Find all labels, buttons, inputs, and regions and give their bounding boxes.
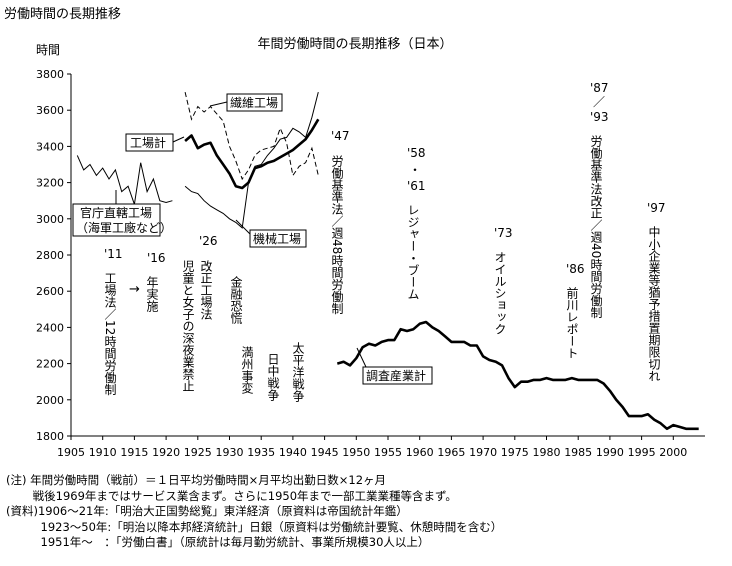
y-tick-label: 3200 [36,177,64,190]
note-line-4: 1923〜50年:「明治以降本邦経済統計」日銀（原資料は労働統計要覧、休憩時間を… [6,519,503,534]
y-tick-label: 2600 [36,285,64,298]
notes: (注) 年間労働時間（戦前）＝１日平均労働時間×月平均出勤日数×12ヶ月 戦後1… [6,473,502,551]
label-kojo: 工場計 [125,133,174,152]
y-tick-label: 3000 [36,213,64,226]
annotation-1997: 中小企業等猶予措置期限切れ [647,225,661,382]
y-tick-label: 3600 [36,104,64,117]
y-tick-label: 1800 [36,430,64,443]
label-seni: 繊維工場 [226,93,283,112]
x-tick-label: 1930 [216,446,244,459]
x-tick-label: 1960 [406,446,434,459]
annotation-1993-year: '93 [590,110,609,124]
annotation-1993: 労働基準法改正／週40時間労働制 [589,135,603,319]
annotation-1973: オイルショック [493,251,507,335]
annotation-1973-year: '73 [494,226,513,240]
x-tick-label: 1905 [57,446,85,459]
label-seni-text: 繊維工場 [230,96,278,110]
x-tick-label: 1985 [564,446,592,459]
annotation-1916: 年実施 [145,276,159,312]
series-line-0 [76,155,173,205]
annotation-1911-year: '11 [104,247,123,261]
label-kikai-text: 機械工場 [253,231,301,246]
label-kojo-text: 工場計 [130,135,166,150]
x-tick-label: 1945 [311,446,339,459]
x-tick-label: 1965 [437,446,465,459]
x-tick-label: 1975 [501,446,529,459]
y-tick-label: 2200 [36,358,64,371]
y-tick-label: 2000 [36,394,64,407]
annotation-1961: レジャー・ブーム [406,204,420,300]
annotation-1958-dot: ・ [409,163,421,177]
annotation-1986-year: '86 [566,262,585,276]
annotation-sino-japanese-war: 日中戦争 [266,353,280,401]
x-tick-label: 1915 [120,446,148,459]
note-line-5: 1951年〜 ：「労働白書」（原統計は毎月勤労統計、事業所規模30人以上） [6,535,430,549]
annotation-1997-year: '97 [647,201,666,215]
annotation-1961-year: '61 [407,179,426,193]
annotation-1911: 工場法／12時間労働制 [103,272,117,395]
label-kancho: 官庁直轄工場 （海軍工廠など） [72,203,172,237]
x-tick-label: 1970 [469,446,497,459]
x-tick-label: 1935 [247,446,275,459]
y-tick-label: 3400 [36,140,64,153]
leader-seni [209,101,228,107]
y-tick-label: 2800 [36,249,64,262]
x-tick-label: 1955 [374,446,402,459]
x-tick-label: 1925 [184,446,212,459]
chart-title: 年間労働時間の長期推移（日本） [257,37,452,52]
annotation-1987-year: '87 [590,81,609,95]
annotation-1916-year: '16 [147,251,166,265]
annotation-1947: 労働基準法／週48時間労働制 [330,155,344,315]
y-tick-label: 2400 [36,321,64,334]
x-tick-label: 1920 [152,446,180,459]
series-line-3 [184,91,319,229]
annotation-1958-year: '58 [407,146,426,160]
leader-kikai [235,219,251,235]
annotation-child-women: 児童と女子の深夜業禁止 [181,260,195,392]
label-kancho-line2: （海軍工廠など） [76,220,172,235]
x-tick-label: 1990 [596,446,624,459]
label-kancho-line1: 官庁直轄工場 [80,205,152,220]
x-tick-label: 1950 [342,446,370,459]
annotation-1986: 前川レポート [565,286,579,359]
leader-chosa [356,347,367,368]
leader-kojo [172,136,185,143]
x-tick-label: 1940 [279,446,307,459]
x-tick-label: 1910 [89,446,117,459]
x-tick-label: 1995 [628,446,656,459]
annotation-1987-slash: ／ [593,95,605,109]
annotation-financial-crisis: 金融恐慌 [229,275,243,324]
series-line-4 [336,320,699,431]
label-kikai: 機械工場 [249,229,307,248]
annotation-pacific-war: 太平洋戦争 [291,341,305,402]
series-line-1 [184,118,320,190]
series-layer [76,91,699,431]
annotation-1926-year: '26 [199,234,218,248]
y-axis-label: 時間 [36,43,60,57]
label-chosa-text: 調査産業計 [366,368,426,383]
note-line-2: 戦後1969年まではサービス業含まず。さらに1950年まで一部工業業種等含まず。 [6,488,457,503]
x-tick-label: 2000 [659,446,687,459]
annotation-manchuria: 満州事変 [240,346,254,395]
axes: 1800 2000 2200 2400 2600 2800 3000 3200 3400 3600… [36,68,705,459]
annotation-1926: 改正工場法 [199,260,213,320]
arrow-1911-1916: → [129,282,140,297]
y-tick-label: 3800 [36,68,64,81]
page-title: 労働時間の長期推移 [4,7,122,22]
x-tick-label: 1980 [533,446,561,459]
note-line-3: (資料)1906〜21年:「明治大正国勢総覧」東洋経済（原資料は帝国統計年鑑） [6,504,408,518]
note-line-1: (注) 年間労働時間（戦前）＝１日平均労働時間×月平均出勤日数×12ヶ月 [6,473,387,487]
annotation-1947-year: '47 [331,129,350,143]
chart: 年間労働時間の長期推移（日本） 時間 1800 2000 2200 2400 2600 2… [36,37,705,459]
label-chosa: 調査産業計 [362,366,433,385]
